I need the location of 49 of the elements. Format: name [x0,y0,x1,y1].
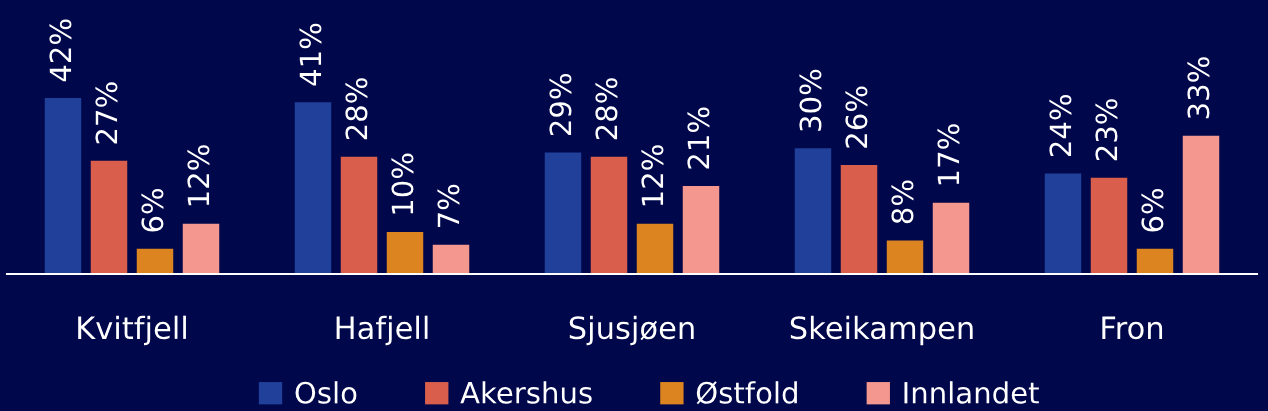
data-label: 8% [891,180,914,224]
bar [840,165,878,274]
data-label: 17% [937,124,960,185]
bar [90,160,128,274]
bar [1044,173,1082,274]
data-label: 12% [187,145,210,206]
x-tick-label: Hafjell [336,315,428,346]
bar [590,156,628,274]
bar [886,240,924,274]
data-label: 41% [299,23,322,86]
bar [544,152,582,274]
data-label: 33% [1187,57,1210,119]
bar [182,223,220,274]
bar [682,186,720,274]
bar [340,156,378,274]
data-label: 6% [1141,188,1164,232]
data-label: 26% [845,86,868,148]
data-label: 23% [1095,99,1118,161]
legend-label: Innlandet [904,381,1039,404]
legend-label: Oslo [295,381,357,404]
data-label: 42% [49,19,72,82]
data-label: 27% [95,82,118,144]
x-tick-label: Kvitfjell [78,315,186,346]
data-label: 10% [391,153,414,214]
data-label: 12% [641,145,664,206]
bar [1136,248,1174,274]
data-label: 7% [437,184,460,227]
x-tick-label: Sjusjøen [569,315,694,346]
bar [44,98,82,274]
data-label: 30% [799,69,822,131]
bar [932,202,970,274]
data-label: 21% [687,107,710,169]
bar [294,102,332,274]
legend-label: Østfold [696,381,797,405]
bar [432,244,470,274]
bar [1090,177,1128,274]
bar [794,148,832,274]
bar [136,248,174,274]
data-label: 29% [549,73,572,136]
data-label: 28% [595,78,618,140]
bar [386,232,424,274]
x-tick-label: Fron [1102,316,1163,340]
bar [636,223,674,274]
data-label: 28% [345,78,368,140]
data-label: 24% [1049,94,1072,157]
x-tick-label: Skeikampen [790,315,973,346]
legend-label: Akershus [460,381,592,404]
bar [1182,135,1220,274]
data-label: 6% [141,188,164,232]
